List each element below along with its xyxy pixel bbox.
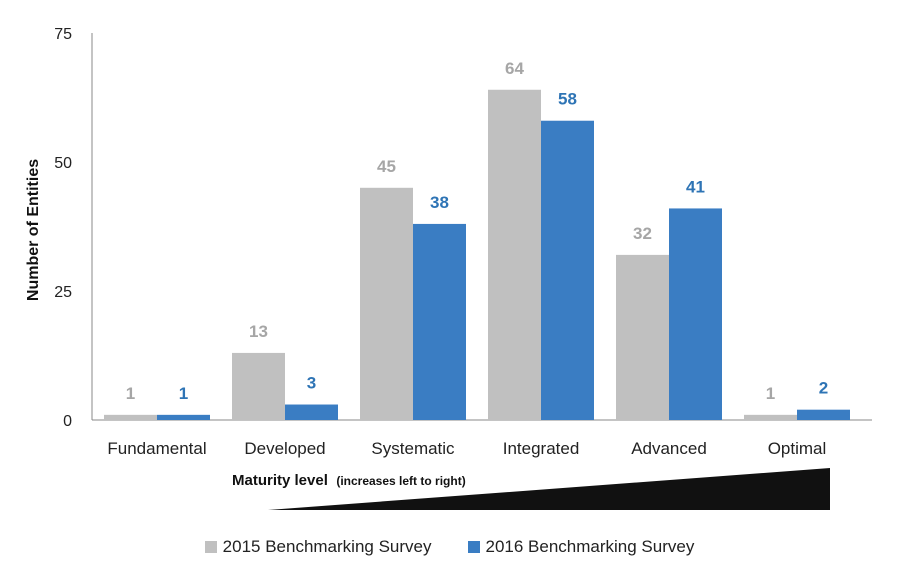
data-label: 13 <box>249 322 268 341</box>
data-label: 3 <box>307 374 316 393</box>
legend-item-2015: 2015 Benchmarking Survey <box>204 537 432 557</box>
maturity-wedge <box>268 468 830 510</box>
bar-2015-developed <box>232 352 285 420</box>
category-label: Optimal <box>768 439 827 458</box>
data-label: 38 <box>430 193 449 212</box>
y-tick-label: 25 <box>54 284 72 301</box>
legend: 2015 Benchmarking Survey 2016 Benchmarki… <box>0 537 899 557</box>
data-label: 32 <box>633 224 652 243</box>
y-axis-title: Number of Entities <box>25 159 42 301</box>
bar-2016-fundamental <box>157 414 210 420</box>
legend-label-2016: 2016 Benchmarking Survey <box>485 537 695 556</box>
legend-label-2015: 2015 Benchmarking Survey <box>222 537 432 556</box>
category-label: Systematic <box>371 439 455 458</box>
y-tick-labels: 0 25 50 75 <box>54 26 72 430</box>
data-labels: 1 1 13 3 45 38 64 58 32 41 1 2 <box>126 59 828 403</box>
x-axis-title-main: Maturity level <box>232 472 328 489</box>
y-tick-label: 75 <box>54 26 72 43</box>
legend-swatch-2016 <box>467 541 480 553</box>
bar-2016-systematic <box>413 223 466 420</box>
bar-2015-systematic <box>360 187 413 420</box>
bar-2015-integrated <box>488 89 541 420</box>
category-label: Developed <box>244 439 325 458</box>
data-label: 58 <box>558 90 577 109</box>
x-axis-title: Maturity level (increases left to right) <box>232 472 466 489</box>
category-label: Integrated <box>503 439 580 458</box>
y-tick-label: 0 <box>63 413 72 430</box>
bar-2015-advanced <box>616 254 669 420</box>
data-label: 41 <box>686 177 705 196</box>
legend-swatch-2015 <box>204 541 217 553</box>
data-label: 1 <box>126 384 135 403</box>
data-label: 2 <box>819 379 828 398</box>
category-labels: Fundamental Developed Systematic Integrated… <box>107 439 826 458</box>
bar-2016-advanced <box>669 208 722 420</box>
category-label: Advanced <box>631 439 707 458</box>
bar-2015-optimal <box>744 414 797 420</box>
data-label: 64 <box>505 59 524 78</box>
bar-2016-developed <box>285 404 338 420</box>
bars <box>104 89 850 420</box>
bar-2016-integrated <box>541 120 594 420</box>
data-label: 1 <box>766 384 775 403</box>
category-label: Fundamental <box>107 439 206 458</box>
data-label: 1 <box>179 384 188 403</box>
bar-2016-optimal <box>797 409 850 420</box>
legend-item-2016: 2016 Benchmarking Survey <box>467 537 695 557</box>
data-label: 45 <box>377 157 396 176</box>
bar-2015-fundamental <box>104 414 157 420</box>
x-axis-title-note: (increases left to right) <box>336 474 465 488</box>
y-tick-label: 50 <box>54 155 72 172</box>
